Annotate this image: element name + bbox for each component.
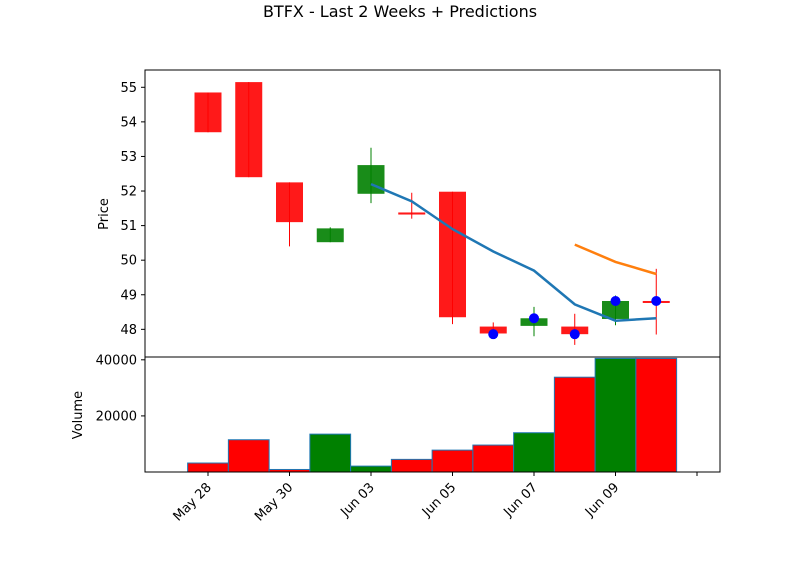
markers (488, 295, 662, 340)
price-y-tick-label: 53 (120, 150, 137, 165)
x-ticks: May 28 May 30 Jun 03 Jun 05 Jun 07 Jun 09 (171, 472, 698, 524)
volume-panel: 20000 40000 Volume (71, 353, 721, 473)
candle-body (602, 300, 629, 319)
price-y-tick-label: 54 (120, 115, 137, 130)
candle-body (235, 82, 263, 178)
volume-bar (513, 432, 555, 473)
candle-body (316, 228, 344, 243)
price-panel: 48 49 50 51 52 53 54 55 Price (97, 69, 721, 358)
volume-bar (472, 444, 515, 473)
x-tick-label: May 30 (252, 480, 296, 524)
volume-bar (635, 357, 678, 473)
x-tick-label: Jun 09 (582, 480, 622, 520)
price-y-tick-label: 50 (120, 254, 137, 269)
prediction-lines (370, 182, 657, 322)
price-y-tick-label: 48 (120, 323, 137, 338)
volume-bar (187, 462, 229, 473)
price-y-ticks: 48 49 50 51 52 53 54 55 (120, 81, 145, 338)
data-marker (529, 313, 539, 324)
volume-bar (227, 439, 270, 473)
price-y-label: Price (97, 198, 112, 230)
data-marker (569, 329, 580, 340)
volume-bar (553, 376, 596, 473)
volume-y-tick-label: 40000 (96, 353, 137, 368)
x-tick-label: Jun 07 (501, 480, 541, 520)
series-line-1 (370, 182, 657, 322)
candle-body (439, 191, 466, 318)
data-marker (488, 329, 499, 340)
x-tick-label: May 28 (171, 480, 215, 524)
candle-body (194, 92, 222, 133)
volume-y-label: Volume (71, 391, 86, 439)
x-tick-label: Jun 05 (419, 480, 459, 520)
candle-body (398, 212, 426, 215)
volume-bars (187, 357, 678, 473)
volume-bar (594, 357, 637, 473)
volume-y-tick-label: 20000 (96, 409, 137, 424)
chart-title: BTFX - Last 2 Weeks + Predictions (263, 2, 537, 21)
candle-body (276, 182, 303, 223)
volume-bar (350, 465, 392, 473)
volume-y-ticks: 20000 40000 (96, 353, 145, 424)
volume-bar (390, 458, 433, 473)
data-marker (651, 295, 662, 306)
candle-body (357, 165, 385, 194)
data-marker (610, 295, 621, 306)
volume-bar (431, 449, 474, 473)
price-y-tick-label: 52 (120, 185, 137, 200)
volume-bar (309, 433, 352, 473)
volume-axes-frame (144, 356, 721, 473)
price-y-tick-label: 55 (120, 81, 137, 96)
series-line-2 (574, 243, 657, 276)
price-y-tick-label: 51 (120, 219, 137, 234)
candles (194, 82, 670, 345)
price-y-tick-label: 49 (120, 288, 137, 303)
x-tick-label: Jun 03 (338, 480, 378, 520)
price-axes-frame (144, 69, 721, 358)
